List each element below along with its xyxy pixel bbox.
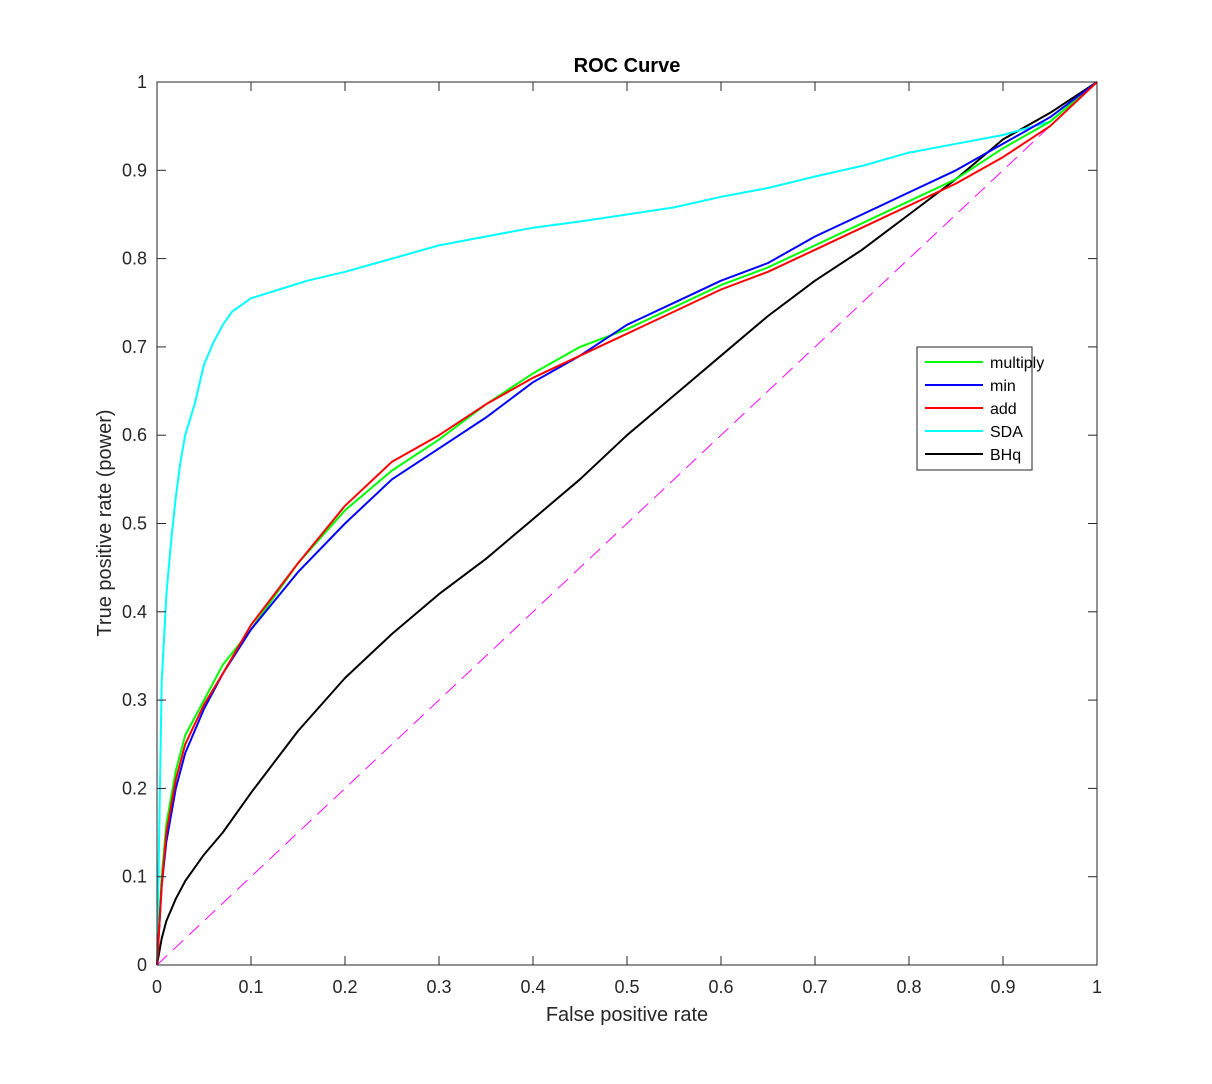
y-tick-label: 0.8 <box>122 249 147 269</box>
y-tick-label: 0.7 <box>122 337 147 357</box>
legend: multiply min add SDA BHq <box>916 346 1044 471</box>
series-line-bhq <box>156 81 1098 966</box>
x-tick-label: 0.5 <box>614 977 639 997</box>
x-tick-label: 1 <box>1092 977 1102 997</box>
legend-label-multiply: multiply <box>990 355 1044 372</box>
series-line-multiply <box>156 81 1098 966</box>
y-tick-label: 1 <box>137 72 147 92</box>
y-tick-label: 0.1 <box>122 867 147 887</box>
diagonal-reference-line <box>156 81 1098 966</box>
y-tick-label: 0 <box>137 955 147 975</box>
y-tick-label: 0.9 <box>122 160 147 180</box>
legend-label-bhq: BHq <box>990 447 1021 464</box>
y-tick-label: 0.2 <box>122 778 147 798</box>
series-line-min <box>156 81 1098 966</box>
chart-title: ROC Curve <box>574 55 681 77</box>
x-tick-label: 0.3 <box>426 977 451 997</box>
x-tick-label: 0.2 <box>332 977 357 997</box>
x-tick-label: 0.1 <box>238 977 263 997</box>
y-axis: 0 0.1 0.2 0.3 0.4 0.5 0.6 0.7 0.8 0.9 1 <box>122 72 1097 975</box>
x-tick-label: 0.4 <box>520 977 545 997</box>
x-axis: 0 0.1 0.2 0.3 0.4 0.5 0.6 0.7 0.8 0.9 1 <box>152 82 1102 997</box>
x-tick-label: 0 <box>152 977 162 997</box>
y-tick-label: 0.3 <box>122 690 147 710</box>
series-line-sda <box>156 81 1098 966</box>
legend-label-min: min <box>990 378 1016 395</box>
series-line-add <box>156 81 1098 966</box>
x-tick-label: 0.8 <box>896 977 921 997</box>
y-tick-label: 0.4 <box>122 602 147 622</box>
series-layer <box>156 81 1098 966</box>
x-tick-label: 0.9 <box>990 977 1015 997</box>
y-tick-label: 0.5 <box>122 514 147 534</box>
y-tick-label: 0.6 <box>122 425 147 445</box>
x-tick-label: 0.6 <box>708 977 733 997</box>
x-tick-label: 0.7 <box>802 977 827 997</box>
legend-label-sda: SDA <box>990 424 1023 441</box>
legend-label-add: add <box>990 401 1017 418</box>
x-axis-label: False positive rate <box>546 1004 708 1026</box>
y-axis-label: True positive rate (power) <box>94 409 116 636</box>
